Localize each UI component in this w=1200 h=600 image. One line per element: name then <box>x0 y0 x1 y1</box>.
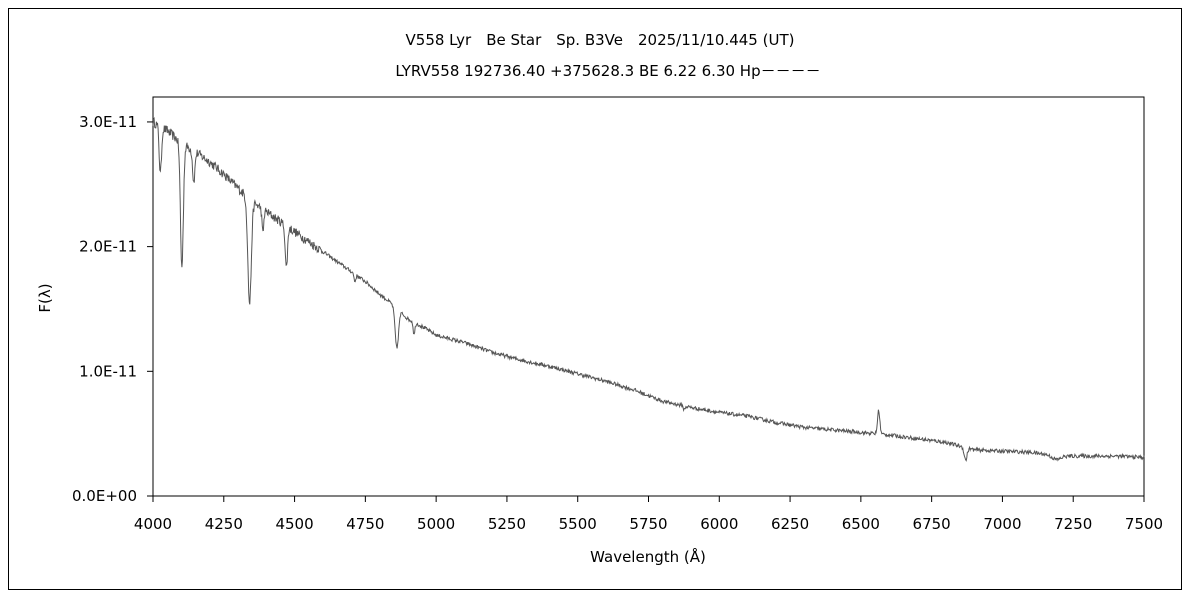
chart-title: V558 Lyr Be Star Sp. B3Ve 2025/11/10.445… <box>406 31 795 49</box>
x-tick-label: 7000 <box>983 515 1021 533</box>
x-tick-label: 6750 <box>913 515 951 533</box>
y-axis: 0.0E+00 1.0E-11 2.0E-11 3.0E-11 <box>72 113 153 505</box>
x-tick-label: 6000 <box>700 515 738 533</box>
y-axis-label: F(λ) <box>36 283 54 312</box>
chart-frame <box>8 8 1182 590</box>
x-tick-label: 7500 <box>1125 515 1163 533</box>
x-tick-label: 5250 <box>488 515 526 533</box>
x-axis-label: Wavelength (Å) <box>590 547 706 566</box>
plot-area <box>152 96 1145 497</box>
x-tick-label: 4250 <box>205 515 243 533</box>
x-axis: 4000 4250 4500 4750 5000 5250 5500 5750 6000 6250… <box>134 496 1163 533</box>
y-tick-label: 0.0E+00 <box>72 487 137 505</box>
x-tick-label: 4750 <box>346 515 384 533</box>
series-line <box>152 116 1145 462</box>
y-tick-label: 1.0E-11 <box>79 362 137 380</box>
x-tick-label: 5500 <box>559 515 597 533</box>
y-tick-label: 2.0E-11 <box>79 238 137 256</box>
x-tick-label: 5000 <box>417 515 455 533</box>
x-tick-label: 6500 <box>842 515 880 533</box>
x-tick-label: 7250 <box>1054 515 1092 533</box>
y-tick-label: 3.0E-11 <box>79 113 137 131</box>
x-tick-label: 4500 <box>275 515 313 533</box>
x-tick-label: 4000 <box>134 515 172 533</box>
x-tick-label: 6250 <box>771 515 809 533</box>
x-tick-label: 5750 <box>629 515 667 533</box>
chart-subtitle: LYRV558 192736.40 +375628.3 BE 6.22 6.30… <box>395 62 820 80</box>
